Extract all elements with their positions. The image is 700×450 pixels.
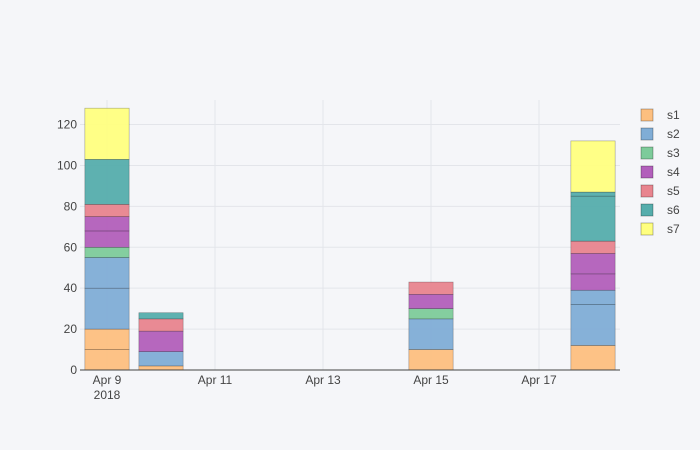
bar-segment-s1 [408,349,454,371]
bar-segment-s4 [570,273,616,291]
bar-segment-s6 [84,159,130,205]
legend-label-s2: s2 [667,127,680,141]
legend-swatch-s7 [640,222,654,236]
legend-label-s4: s4 [667,165,680,179]
bar-segment-s5 [84,204,130,217]
legend-label-s6: s6 [667,203,680,217]
bar-segment-s2 [408,318,454,350]
bar-segment-s2 [84,257,130,289]
y-tick-label: 40 [64,281,78,295]
legend-swatch-s6 [640,203,654,217]
bar-segment-s7 [570,140,616,193]
bar-segment-s2 [570,289,616,305]
legend: s1 s2 s3 s4 s5 s6 s7 [640,108,680,236]
legend-swatch-s5 [640,184,654,198]
bar-segment-s4 [84,230,130,248]
x-tick-label: Apr 13 [305,373,341,387]
legend-label-s1: s1 [667,108,680,122]
legend-swatch-s1 [640,108,654,122]
bar-segment-s6 [570,191,616,197]
y-tick-label: 80 [64,199,78,213]
bar-segment-s1 [570,345,616,371]
y-tick-label: 60 [64,240,78,254]
bar-segment-s3 [408,308,454,320]
bar-segment-s5 [570,240,616,254]
legend-swatch-s4 [640,165,654,179]
legend-swatch-s2 [640,127,654,141]
bar-segment-s1 [138,365,184,371]
y-tick-label: 100 [57,158,77,172]
bar-segment-s1 [84,349,130,371]
y-tick-label: 0 [70,363,77,377]
y-tick-label: 20 [64,322,78,336]
bar-segment-s5 [138,318,184,332]
bar-segment-s3 [84,246,130,258]
legend-label-s5: s5 [667,184,680,198]
legend-label-s7: s7 [667,222,680,236]
legend-swatch-s3 [640,146,654,160]
bar-segment-s2 [138,351,184,367]
bar-segment-s4 [138,330,184,352]
bar-segment-s5 [408,281,454,295]
x-tick-label: Apr 9 [93,373,122,387]
bar-segment-s4 [84,216,130,232]
x-tick-label: Apr 11 [198,373,233,387]
bar-segment-s1 [84,328,130,350]
bar-segment-s4 [408,294,454,309]
bar-segment-s2 [570,304,616,346]
bar-segment-s7 [84,107,130,160]
x-tick-label: Apr 17 [521,373,557,387]
legend-label-s3: s3 [667,146,680,160]
x-tick-year-label: 2018 [94,388,121,402]
x-tick-label: Apr 15 [413,373,449,387]
bar-segment-s6 [138,312,184,320]
bar-segment-s6 [570,195,616,242]
bar-segment-s4 [570,253,616,275]
bars [84,107,616,371]
y-tick-label: 120 [57,118,77,132]
bar-segment-s2 [84,287,130,330]
